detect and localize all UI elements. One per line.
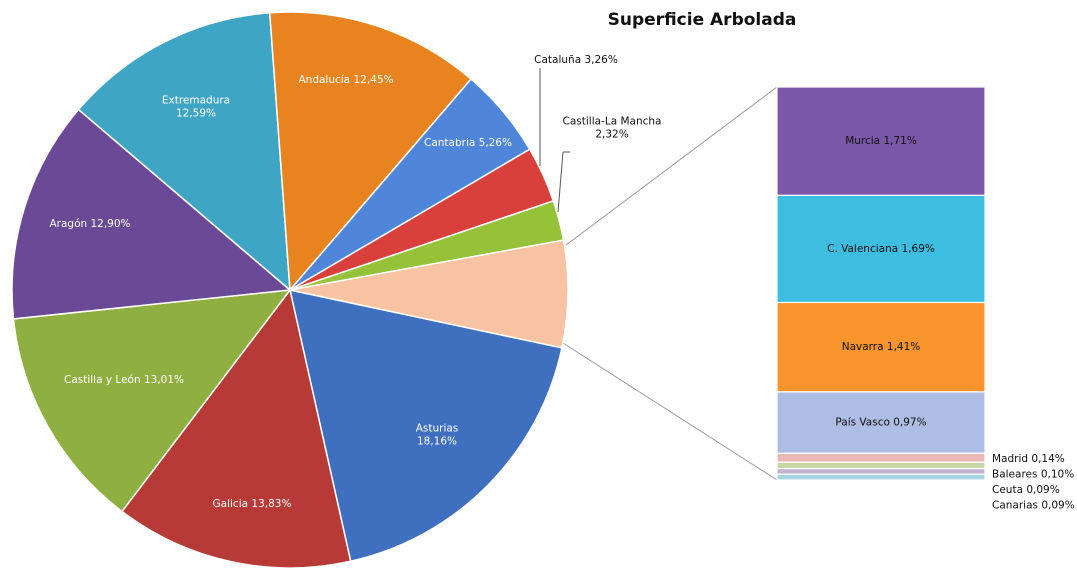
label-part: 3,26% (584, 54, 617, 66)
label-part: 13,83% (251, 498, 291, 510)
label-part: Aragón (49, 218, 90, 230)
label-part: 2,32% (595, 129, 628, 141)
data-label: C. Valenciana 1,69% (827, 243, 935, 255)
label-part: 12,59% (176, 108, 216, 120)
pie-slice (77, 11, 291, 292)
label-part: 1,71% (883, 135, 916, 147)
label-part: Murcia (845, 135, 883, 147)
label-part: Cantabria (424, 137, 479, 149)
label-part: Madrid (992, 453, 1031, 465)
label-part: 0,09% (1026, 484, 1059, 496)
pie-slice (12, 289, 292, 513)
bar-segment (776, 473, 986, 481)
pie-slice (120, 288, 352, 569)
pie-slice (289, 289, 563, 563)
bar-segment (776, 194, 986, 304)
bar-segment (776, 452, 986, 463)
label-part: Baleares (992, 469, 1041, 481)
label-part: C. Valenciana (827, 243, 901, 255)
data-label: Madrid 0,14% (992, 453, 1065, 465)
label-part: País Vasco (835, 417, 893, 429)
label-part: 0,97% (893, 417, 926, 429)
label-part: Cataluña (534, 54, 584, 66)
data-label: Extremadura 12,59% (162, 95, 230, 120)
label-part: 12,45% (353, 74, 393, 86)
bar-segment (776, 391, 986, 454)
data-label: Ceuta 0,09% (992, 484, 1060, 496)
label-part: Canarias (992, 500, 1041, 512)
bar-segment (776, 467, 986, 475)
label-part: Extremadura (162, 95, 230, 107)
chart-title: Superficie Arbolada (608, 10, 797, 30)
label-part: 1,41% (887, 341, 920, 353)
data-label: Murcia 1,71% (845, 135, 917, 147)
data-label: Andalucía 12,45% (298, 74, 393, 86)
label-part: 12,90% (90, 218, 130, 230)
data-label: Cataluña 3,26% (534, 54, 618, 66)
label-part: Andalucía (298, 74, 353, 86)
label-part: Castilla-La Mancha (563, 116, 662, 128)
label-part: 18,16% (417, 436, 457, 448)
pie-slice (268, 11, 473, 292)
pie-slice (289, 239, 569, 349)
data-label: Baleares 0,10% (992, 469, 1074, 481)
bar-segment (776, 461, 986, 470)
data-label: Castilla y León 13,01% (64, 374, 184, 386)
data-label: Navarra 1,41% (842, 341, 921, 353)
data-label: Castilla-La Mancha 2,32% (563, 116, 662, 141)
data-label: Galicia 13,83% (213, 498, 292, 510)
label-part: 0,14% (1031, 453, 1064, 465)
bar-segment (776, 301, 986, 393)
label-part: 0,09% (1041, 500, 1074, 512)
data-label: Asturias 18,16% (416, 423, 459, 448)
connector-line (562, 342, 778, 481)
label-part: Castilla y León (64, 374, 144, 386)
label-part: Navarra (842, 341, 887, 353)
label-part: Ceuta (992, 484, 1026, 496)
data-label: Canarias 0,09% (992, 500, 1075, 512)
pie-slice (11, 108, 292, 320)
label-part: 13,01% (144, 374, 184, 386)
label-part: 1,69% (902, 243, 935, 255)
label-part: 5,26% (479, 137, 512, 149)
label-part: 0,10% (1041, 469, 1074, 481)
label-part: Asturias (416, 423, 459, 435)
bar-segment (776, 86, 986, 196)
data-label: Aragón 12,90% (49, 218, 130, 230)
connector-line (565, 86, 778, 246)
data-label: País Vasco 0,97% (835, 417, 926, 429)
data-label: Cantabria 5,26% (424, 137, 512, 149)
leader-line (557, 151, 564, 213)
label-part: Galicia (213, 498, 252, 510)
